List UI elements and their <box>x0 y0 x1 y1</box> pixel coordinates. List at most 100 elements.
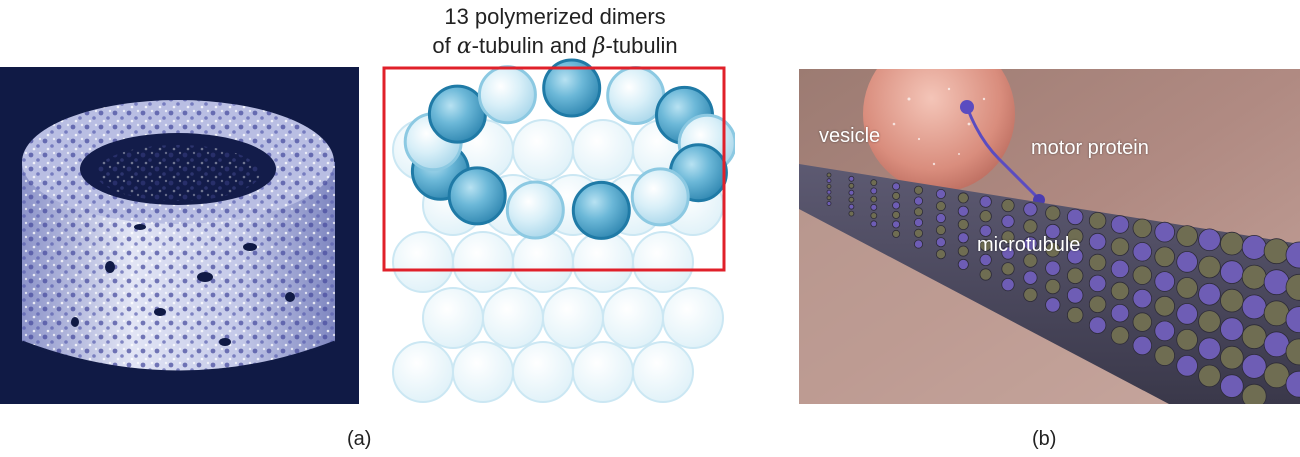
tubulin-bead <box>1176 277 1198 299</box>
microtubule-label: microtubule <box>977 234 1081 256</box>
diagram-title: 13 polymerized dimers of α-tubulin and β… <box>375 2 735 61</box>
alpha-subunit <box>447 166 507 226</box>
tubulin-bead <box>1241 383 1267 404</box>
motor-protein-render <box>799 69 1300 404</box>
tubulin-bead <box>1220 345 1244 370</box>
tubulin-bead <box>848 189 855 196</box>
tubulin-bead <box>870 220 878 228</box>
tubulin-bead <box>1110 281 1130 301</box>
tubulin-bead <box>1198 228 1221 252</box>
tubulin-bead <box>1001 230 1015 244</box>
tubulin-bead <box>1110 326 1130 345</box>
ghost-subunit <box>632 231 694 293</box>
tubulin-bead <box>1001 262 1015 276</box>
tubulin-bead <box>1045 260 1061 276</box>
tubulin-bead <box>979 239 992 252</box>
cryo-em-microtubule-image <box>0 67 359 404</box>
tubulin-bead <box>1001 198 1015 213</box>
tubulin-bead <box>1132 288 1153 309</box>
tubulin-bead <box>848 175 855 182</box>
tubulin-bead <box>1088 253 1107 272</box>
tubulin-bead <box>870 203 878 211</box>
tubulin-bead <box>1198 337 1221 361</box>
tubulin-bead <box>870 195 878 203</box>
alpha-subunit <box>542 58 602 118</box>
tubulin-bead <box>1067 306 1084 324</box>
tubulin-bead <box>957 218 969 230</box>
tubulin-bead <box>1241 294 1267 320</box>
tubulin-bead <box>1154 246 1176 268</box>
tubulin-bead <box>1110 303 1130 323</box>
tubulin-bead <box>1198 255 1221 279</box>
cryo-em-render <box>0 67 359 404</box>
tubulin-bead <box>957 205 969 217</box>
tubulin-bead <box>1045 279 1061 295</box>
tubulin-bead <box>1023 219 1038 234</box>
tubulin-bead <box>979 253 992 266</box>
tubulin-bead <box>892 210 901 219</box>
diagram-title-line2: of α-tubulin and β-tubulin <box>375 31 735 61</box>
motor-protein-shape <box>965 106 1041 201</box>
tubulin-bead <box>1220 288 1244 313</box>
vesicle-shape <box>863 69 1015 192</box>
tubulin-bead <box>1132 335 1153 356</box>
tubulin-bead <box>1067 228 1084 245</box>
tubulin-bead <box>1263 331 1290 358</box>
tubulin-bead <box>1132 312 1153 332</box>
tubulin-bead <box>1285 306 1300 333</box>
tubulin-bead <box>1241 324 1267 350</box>
tubulin-bead <box>1263 269 1290 296</box>
tubulin-bead <box>1023 253 1038 268</box>
tubulin-bead <box>935 213 946 224</box>
tubulin-bead <box>1088 232 1107 251</box>
tubulin-bead <box>1023 287 1038 302</box>
panel-a-label: (a) <box>347 428 372 450</box>
tubulin-bead <box>1285 273 1300 301</box>
ghost-subunit <box>542 287 604 349</box>
tubulin-bead <box>1067 247 1084 265</box>
ghost-subunit <box>512 119 574 181</box>
tubulin-bead <box>979 210 992 223</box>
tubulin-bead <box>1001 246 1015 260</box>
alpha-subunit <box>571 180 631 240</box>
tubulin-bead <box>870 179 878 186</box>
top-ring-subunits <box>403 58 735 240</box>
tubulin-bead <box>1067 208 1084 226</box>
tubulin-bead <box>892 220 901 229</box>
tubulin-bead <box>848 210 855 217</box>
tubulin-bead <box>979 224 992 237</box>
tubulin-bead <box>957 192 969 204</box>
tubulin-bead <box>1154 295 1176 317</box>
alpha-subunit <box>427 84 487 144</box>
tubulin-bead <box>1132 242 1153 262</box>
tubulin-bead <box>935 189 946 200</box>
tubulin-bead <box>1110 259 1130 279</box>
tubulin-bead <box>870 187 878 195</box>
ghost-subunit <box>572 231 634 293</box>
tubulin-bead <box>1001 278 1015 292</box>
tubulin-bead <box>848 203 855 210</box>
title-pre: of <box>432 33 457 58</box>
tubulin-bead <box>1023 270 1038 285</box>
tubulin-bead <box>1198 364 1221 388</box>
tubulin-bead <box>914 217 924 227</box>
microtubule-subunits <box>826 172 1300 404</box>
tubulin-bead <box>914 185 924 195</box>
title-mid: -tubulin and <box>471 33 593 58</box>
ghost-subunit <box>572 119 634 181</box>
tubulin-bead <box>1263 362 1290 389</box>
motor-protein-label: motor protein <box>1031 137 1149 159</box>
tubulin-bead <box>1023 236 1038 251</box>
beta-symbol: β <box>592 34 606 59</box>
vesicle-label: vesicle <box>819 125 881 147</box>
tubulin-bead <box>979 195 992 208</box>
tubulin-bead <box>826 189 832 195</box>
tubulin-bead <box>914 228 924 238</box>
tubulin-bead <box>892 201 901 210</box>
tubulin-bead <box>1176 303 1198 325</box>
tubulin-bead <box>1198 310 1221 333</box>
tubulin-bead <box>1154 221 1176 243</box>
tubulin-bead <box>892 182 901 191</box>
title-post: -tubulin <box>605 33 678 58</box>
tubulin-bead <box>935 225 946 236</box>
